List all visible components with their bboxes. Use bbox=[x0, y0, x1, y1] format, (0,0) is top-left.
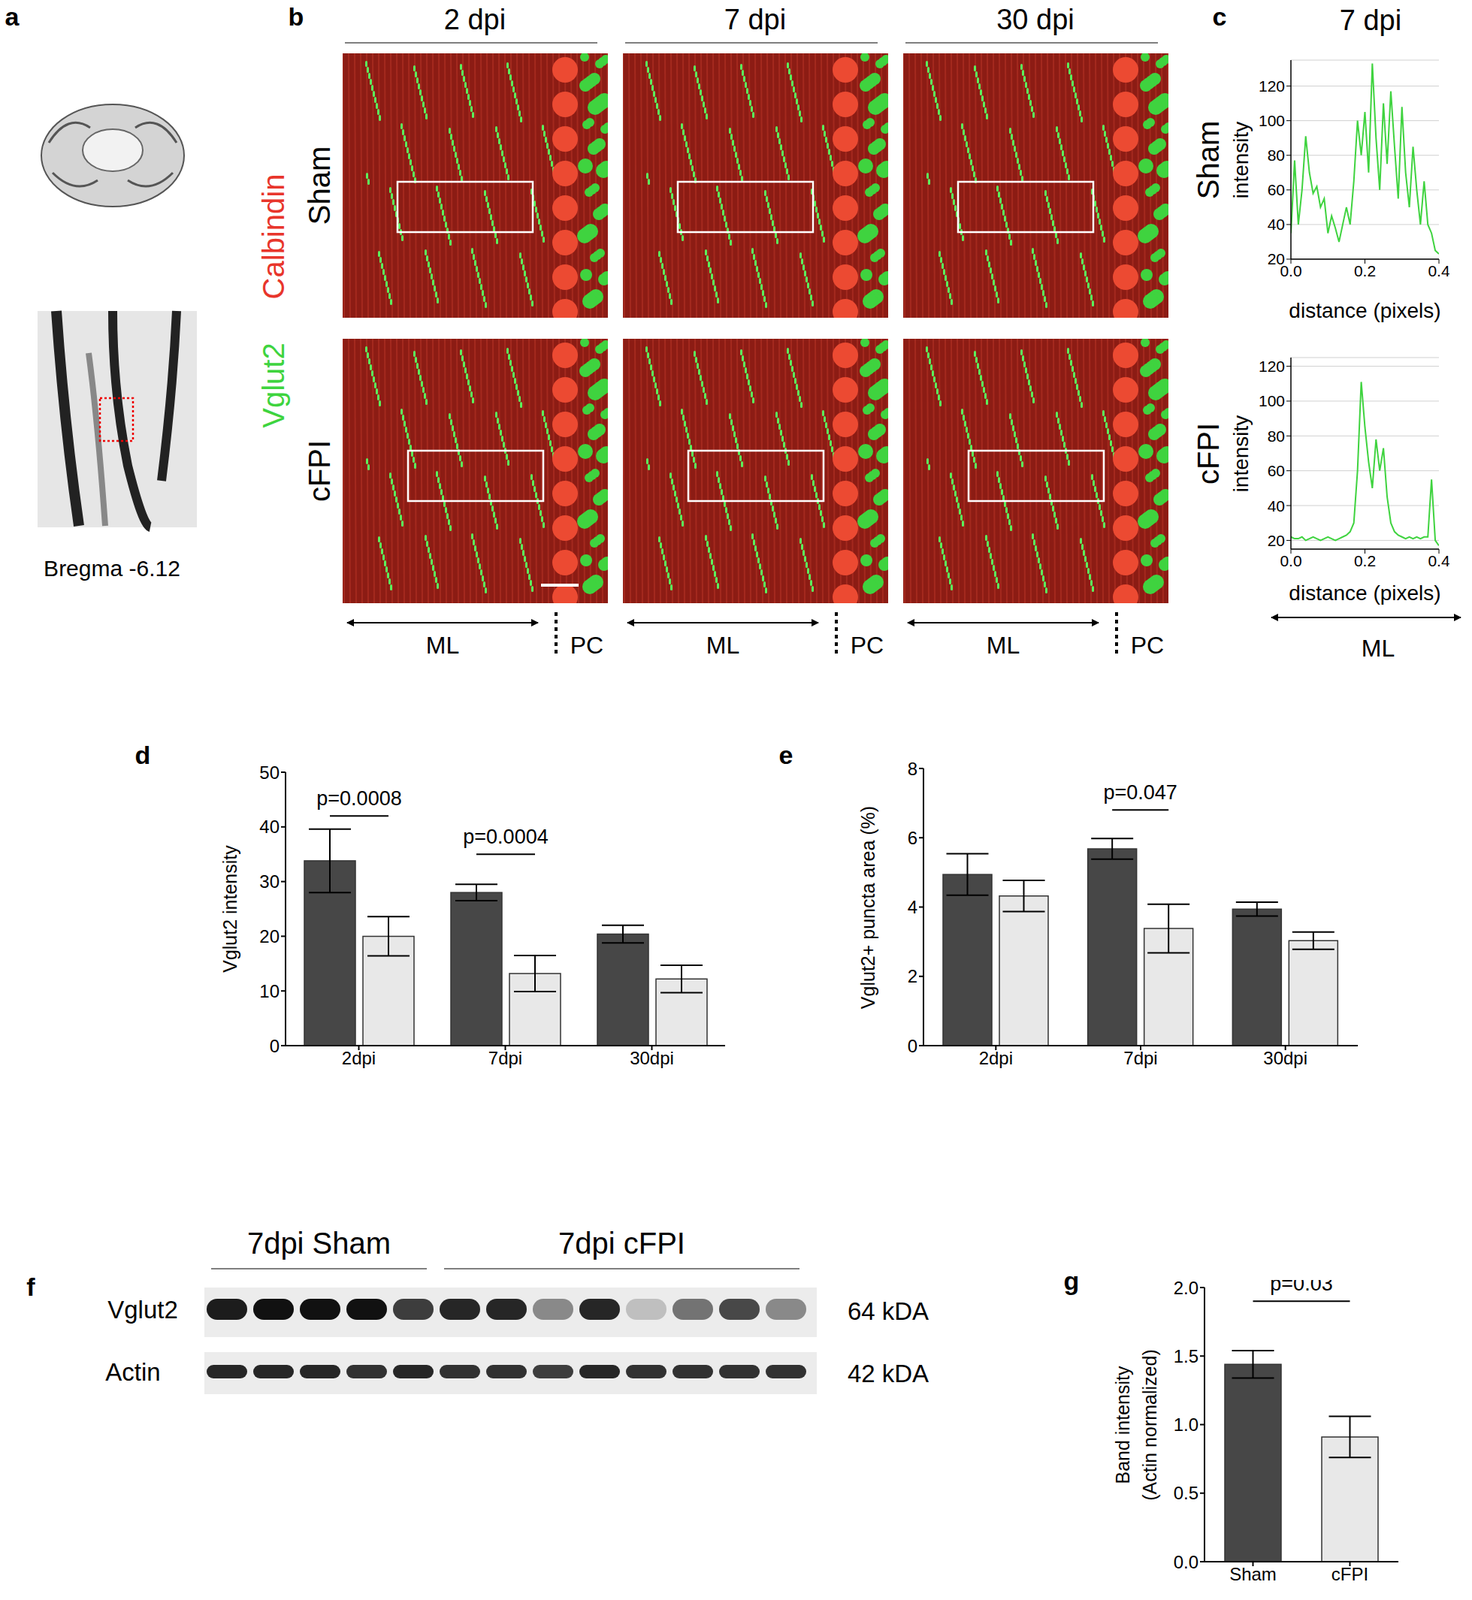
svg-text:0.4: 0.4 bbox=[1427, 552, 1450, 570]
html-text:Bregma -6.12: Bregma -6.12 bbox=[43, 556, 181, 581]
html-text:Band intensity: Band intensity bbox=[1111, 1366, 1133, 1485]
svg-text:20: 20 bbox=[259, 926, 280, 947]
svg-text:80: 80 bbox=[1267, 146, 1285, 164]
svg-text:0.2: 0.2 bbox=[1354, 262, 1376, 280]
html-text:42 kDA: 42 kDA bbox=[847, 1359, 929, 1388]
svg-text:30: 30 bbox=[259, 871, 280, 892]
svg-text:30dpi: 30dpi bbox=[629, 1048, 675, 1069]
svg-text:p=0.03: p=0.03 bbox=[1269, 1280, 1333, 1296]
html-text:e: e bbox=[778, 740, 794, 770]
html-text:PC: PC bbox=[1130, 631, 1165, 659]
svg-text:100: 100 bbox=[1258, 392, 1285, 410]
svg-text:40: 40 bbox=[1267, 497, 1285, 515]
svg-text:0.5: 0.5 bbox=[1173, 1483, 1199, 1504]
svg-text:100: 100 bbox=[1258, 111, 1285, 130]
html-text:7 dpi: 7 dpi bbox=[1339, 4, 1402, 37]
html-text:intensity: intensity bbox=[1229, 121, 1253, 199]
svg-text:p=0.0004: p=0.0004 bbox=[462, 825, 548, 849]
svg-text:8: 8 bbox=[907, 761, 918, 780]
svg-text:7dpi: 7dpi bbox=[1123, 1048, 1158, 1069]
html-text:2 dpi: 2 dpi bbox=[443, 3, 506, 36]
svg-text:0.4: 0.4 bbox=[1427, 262, 1450, 280]
svg-text:40: 40 bbox=[1267, 215, 1285, 233]
html-text:b: b bbox=[288, 2, 304, 31]
svg-text:0.2: 0.2 bbox=[1354, 552, 1376, 570]
svg-text:7dpi: 7dpi bbox=[488, 1048, 523, 1069]
svg-text:0.0: 0.0 bbox=[1279, 262, 1302, 280]
html-text:7dpi cFPI: 7dpi cFPI bbox=[558, 1227, 686, 1261]
html-text:d: d bbox=[134, 740, 151, 770]
svg-text:10: 10 bbox=[259, 981, 280, 1002]
html-text:Vglut2+ puncta area (%): Vglut2+ puncta area (%) bbox=[856, 805, 879, 1009]
html-text:Sham: Sham bbox=[1191, 120, 1225, 199]
svg-text:0.0: 0.0 bbox=[1173, 1552, 1199, 1573]
html-text:f: f bbox=[26, 1272, 36, 1302]
svg-text:2dpi: 2dpi bbox=[979, 1048, 1013, 1069]
html-text:a: a bbox=[4, 2, 20, 31]
svg-text:0: 0 bbox=[269, 1036, 280, 1057]
svg-text:0.0: 0.0 bbox=[1279, 552, 1302, 570]
html-text:distance (pixels): distance (pixels) bbox=[1288, 581, 1441, 605]
svg-text:40: 40 bbox=[259, 816, 280, 838]
svg-text:p=0.047: p=0.047 bbox=[1103, 781, 1177, 805]
svg-text:4: 4 bbox=[907, 897, 918, 918]
html-text:cFPI: cFPI bbox=[302, 440, 336, 503]
svg-text:2.0: 2.0 bbox=[1173, 1280, 1199, 1299]
html-text:Vglut2: Vglut2 bbox=[256, 342, 291, 429]
svg-text:2dpi: 2dpi bbox=[341, 1048, 376, 1069]
svg-text:120: 120 bbox=[1258, 77, 1285, 95]
html-text:7dpi Sham: 7dpi Sham bbox=[247, 1227, 391, 1261]
svg-text:cFPI: cFPI bbox=[1331, 1564, 1369, 1585]
html-text:intensity: intensity bbox=[1229, 414, 1253, 493]
html-text:Sham: Sham bbox=[302, 146, 336, 225]
svg-text:1.5: 1.5 bbox=[1173, 1346, 1199, 1367]
html-text:7 dpi: 7 dpi bbox=[724, 3, 787, 36]
html-text:PC: PC bbox=[850, 631, 884, 659]
html-text:PC: PC bbox=[570, 631, 604, 659]
html-text:Calbindin: Calbindin bbox=[256, 174, 291, 300]
svg-text:p=0.0008: p=0.0008 bbox=[316, 787, 402, 811]
svg-text:0: 0 bbox=[907, 1036, 918, 1057]
html-text:(Actin normalized): (Actin normalized) bbox=[1138, 1349, 1160, 1501]
svg-text:20: 20 bbox=[1267, 531, 1285, 550]
svg-text:50: 50 bbox=[259, 764, 280, 783]
html-text:g: g bbox=[1063, 1266, 1080, 1296]
html-text:Vglut2: Vglut2 bbox=[107, 1295, 178, 1324]
html-text:distance (pixels): distance (pixels) bbox=[1288, 299, 1441, 323]
html-text:ML: ML bbox=[706, 631, 740, 659]
svg-text:1.0: 1.0 bbox=[1173, 1414, 1199, 1436]
html-text:ML: ML bbox=[986, 631, 1020, 659]
svg-text:80: 80 bbox=[1267, 427, 1285, 445]
svg-text:60: 60 bbox=[1267, 462, 1285, 480]
svg-text:120: 120 bbox=[1258, 357, 1285, 375]
html-text:c: c bbox=[1212, 2, 1227, 31]
html-text:Vglut2 intensity: Vglut2 intensity bbox=[219, 845, 241, 973]
html-text:64 kDA: 64 kDA bbox=[847, 1297, 929, 1326]
svg-text:Sham: Sham bbox=[1229, 1564, 1277, 1585]
svg-text:30dpi: 30dpi bbox=[1263, 1048, 1308, 1069]
html-text:ML: ML bbox=[1361, 634, 1395, 662]
html-text:30 dpi: 30 dpi bbox=[996, 3, 1075, 36]
svg-text:6: 6 bbox=[907, 828, 918, 849]
svg-text:2: 2 bbox=[907, 966, 918, 987]
html-text:Actin: Actin bbox=[105, 1358, 161, 1386]
svg-text:20: 20 bbox=[1267, 250, 1285, 268]
html-text:ML: ML bbox=[425, 631, 460, 659]
svg-text:60: 60 bbox=[1267, 181, 1285, 199]
html-text:cFPI: cFPI bbox=[1191, 422, 1225, 485]
